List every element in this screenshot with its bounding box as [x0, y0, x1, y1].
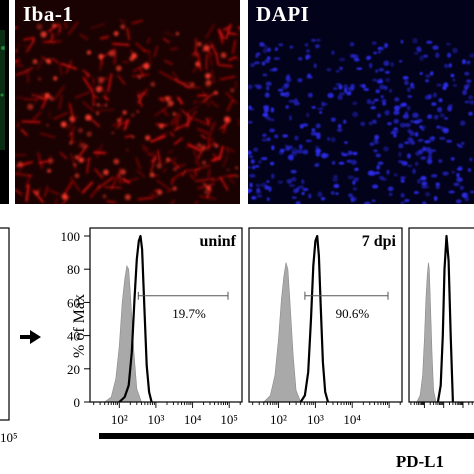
iba1-label: Iba-1 — [23, 2, 74, 26]
x-tick-label: 10² — [111, 412, 128, 427]
right-arrow-icon — [20, 330, 41, 344]
green-channel-panel — [0, 0, 9, 204]
plot-frame — [248, 227, 403, 403]
partial-left-plot-frame — [0, 227, 10, 421]
y-tick-label: 0 — [74, 395, 81, 410]
histogram-panel-2: 10² 10³ 10⁴ 7 dpi 90.6% — [248, 227, 403, 427]
y-tick-label: 100 — [61, 229, 81, 244]
y-tick-label: 20 — [67, 362, 80, 377]
outline-histogram — [118, 234, 153, 402]
x-tick-label: 10⁴ — [343, 412, 361, 427]
x-tick-label: 10³ — [307, 412, 324, 427]
x-tick-label: 10⁴ — [184, 412, 202, 427]
histogram-panel-1: 10² 10³ 10⁴ 10⁵ uninf 19.7% — [89, 227, 243, 427]
histogram-panels: 10² 10³ 10⁴ 10⁵ uninf 19.7% 10² 10³ 10⁴ 7 dpi 90.6… — [89, 227, 474, 427]
condition-label: uninf — [200, 233, 237, 250]
x-axis-label: PD-L1 — [396, 452, 444, 471]
shaded-histogram — [104, 265, 142, 402]
iba1-micrograph: Iba-1 — [15, 0, 240, 204]
x-axis-bar — [99, 433, 474, 439]
y-tick-label: 40 — [67, 329, 80, 344]
flow-cytometry-figure: 10⁵ % of Max 0 20 40 60 80 100 10² 10³ 10⁴ 10⁵ un… — [0, 227, 474, 471]
outline-histogram — [299, 234, 330, 402]
dapi-label: DAPI — [256, 2, 310, 26]
y-axis-label: % of Max — [71, 294, 88, 358]
plot-frame — [408, 227, 474, 403]
condition-label: 7 dpi — [362, 233, 397, 250]
y-axis-ticks: 0 20 40 60 80 100 — [61, 229, 90, 410]
x-tick-label: 10² — [270, 412, 287, 427]
x-tick-label: 10⁵ — [220, 412, 238, 427]
plot-frame — [89, 227, 243, 403]
dapi-micrograph: DAPI — [248, 0, 474, 204]
gate-percent: 19.7% — [172, 306, 206, 321]
shaded-histogram — [416, 262, 437, 402]
histogram-panel-3 — [408, 227, 474, 408]
partial-left-tick: 10⁵ — [0, 430, 18, 445]
y-tick-label: 80 — [67, 262, 80, 277]
shaded-histogram — [263, 262, 302, 402]
x-tick-label: 10³ — [147, 412, 164, 427]
outline-histogram — [436, 234, 454, 402]
y-tick-label: 60 — [67, 295, 80, 310]
gate-percent: 90.6% — [336, 306, 370, 321]
